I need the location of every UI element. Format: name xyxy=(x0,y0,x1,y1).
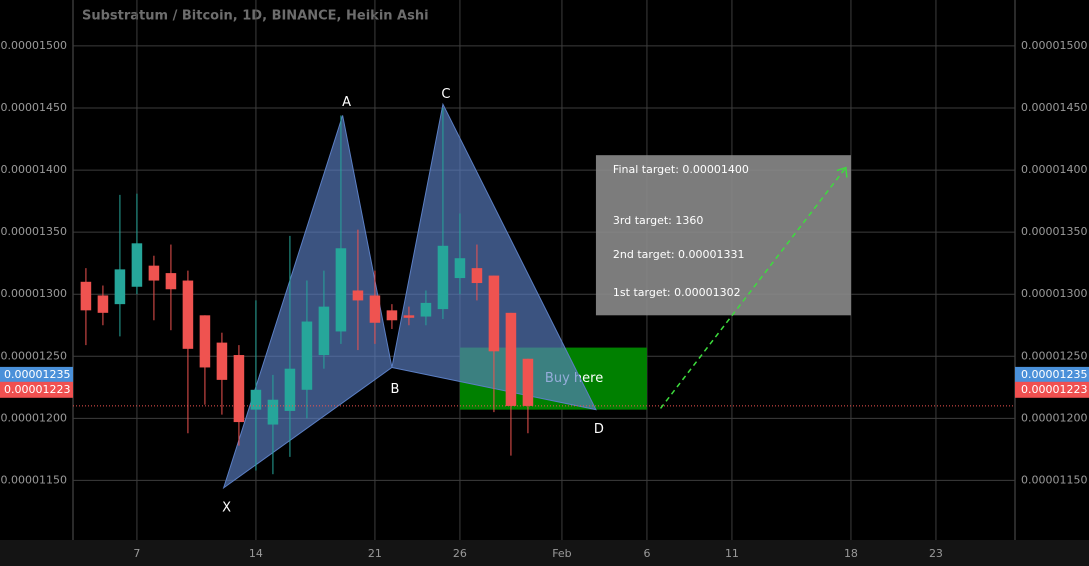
candle-body xyxy=(352,290,364,301)
y-tick-label: 0.00001400 xyxy=(1,163,67,176)
y-tick-label: 0.00001150 xyxy=(1,473,67,486)
y-tick-label: 0.00001250 xyxy=(1,349,67,362)
target-box xyxy=(595,155,851,316)
price-tag-label: 0.00001235 xyxy=(4,368,70,381)
chart-title: Substratum / Bitcoin, 1D, BINANCE, Heiki… xyxy=(82,9,429,24)
candle-body xyxy=(369,295,381,323)
price-tag-label: 0.00001235 xyxy=(1021,368,1087,381)
pattern-label: X xyxy=(222,500,231,515)
candle-body xyxy=(454,258,466,279)
candle-body xyxy=(80,281,92,311)
x-tick-label: 11 xyxy=(725,547,739,560)
pattern-label: C xyxy=(441,87,450,102)
price-tag xyxy=(1015,381,1089,398)
y-tick-label: 0.00001300 xyxy=(1,287,67,300)
candle-body xyxy=(420,302,432,317)
price-tag-label: 0.00001223 xyxy=(4,383,70,396)
candle-body xyxy=(233,355,245,423)
x-tick-label: 23 xyxy=(929,547,943,560)
x-tick-label: 21 xyxy=(368,547,382,560)
projection-line xyxy=(659,167,847,409)
y-tick-label-right: 0.00001500 xyxy=(1021,39,1087,52)
x-tick-label: 26 xyxy=(453,547,467,560)
y-tick-label: 0.00001450 xyxy=(1,101,67,114)
price-tag xyxy=(0,366,73,383)
candle-body xyxy=(284,368,296,411)
candle-body xyxy=(267,399,279,425)
candle-body xyxy=(335,248,347,332)
pattern-label: A xyxy=(342,95,351,110)
candle-body xyxy=(131,243,143,287)
price-tag xyxy=(0,381,73,398)
pattern-triangle xyxy=(222,115,393,490)
candle-body xyxy=(505,312,517,406)
price-tag xyxy=(1015,366,1089,383)
target-label: Final target: 0.00001400 xyxy=(613,163,749,176)
y-tick-label-right: 0.00001300 xyxy=(1021,287,1087,300)
candle-body xyxy=(97,295,109,313)
y-tick-label: 0.00001200 xyxy=(1,411,67,424)
candle-body xyxy=(318,306,330,356)
candle-body xyxy=(437,245,449,310)
pattern-label: B xyxy=(390,382,399,397)
projection-arrow xyxy=(836,166,848,178)
price-tag-label: 0.00001223 xyxy=(1021,383,1087,396)
x-tick-label: 6 xyxy=(643,547,650,560)
y-tick-label: 0.00001350 xyxy=(1,225,67,238)
x-tick-label: Feb xyxy=(552,547,571,560)
candle-body xyxy=(182,280,194,349)
x-tick-label: 14 xyxy=(249,547,263,560)
target-label: 2nd target: 0.00001331 xyxy=(613,248,745,261)
y-tick-label: 0.00001500 xyxy=(1,39,67,52)
y-tick-label-right: 0.00001150 xyxy=(1021,473,1087,486)
candle-body xyxy=(488,275,500,352)
candle-body xyxy=(522,358,534,406)
candle-body xyxy=(148,265,160,281)
candle-body xyxy=(114,269,126,305)
x-axis-strip xyxy=(0,540,1089,566)
candle-body xyxy=(250,389,262,410)
y-tick-label-right: 0.00001200 xyxy=(1021,411,1087,424)
pattern-label: D xyxy=(594,422,604,437)
y-tick-label-right: 0.00001350 xyxy=(1021,225,1087,238)
candle-body xyxy=(386,310,398,321)
target-label: 3rd target: 1360 xyxy=(613,214,703,227)
y-tick-label-right: 0.00001250 xyxy=(1021,349,1087,362)
candle-body xyxy=(403,315,415,318)
candle-body xyxy=(471,268,483,284)
y-tick-label-right: 0.00001400 xyxy=(1021,163,1087,176)
target-label: 1st target: 0.00001302 xyxy=(613,286,741,299)
y-tick-label-right: 0.00001450 xyxy=(1021,101,1087,114)
candle-body xyxy=(199,315,211,368)
candle-body xyxy=(216,342,228,380)
candle-body xyxy=(165,273,177,290)
candle-body xyxy=(301,321,313,390)
x-tick-label: 7 xyxy=(133,547,140,560)
x-tick-label: 18 xyxy=(844,547,858,560)
